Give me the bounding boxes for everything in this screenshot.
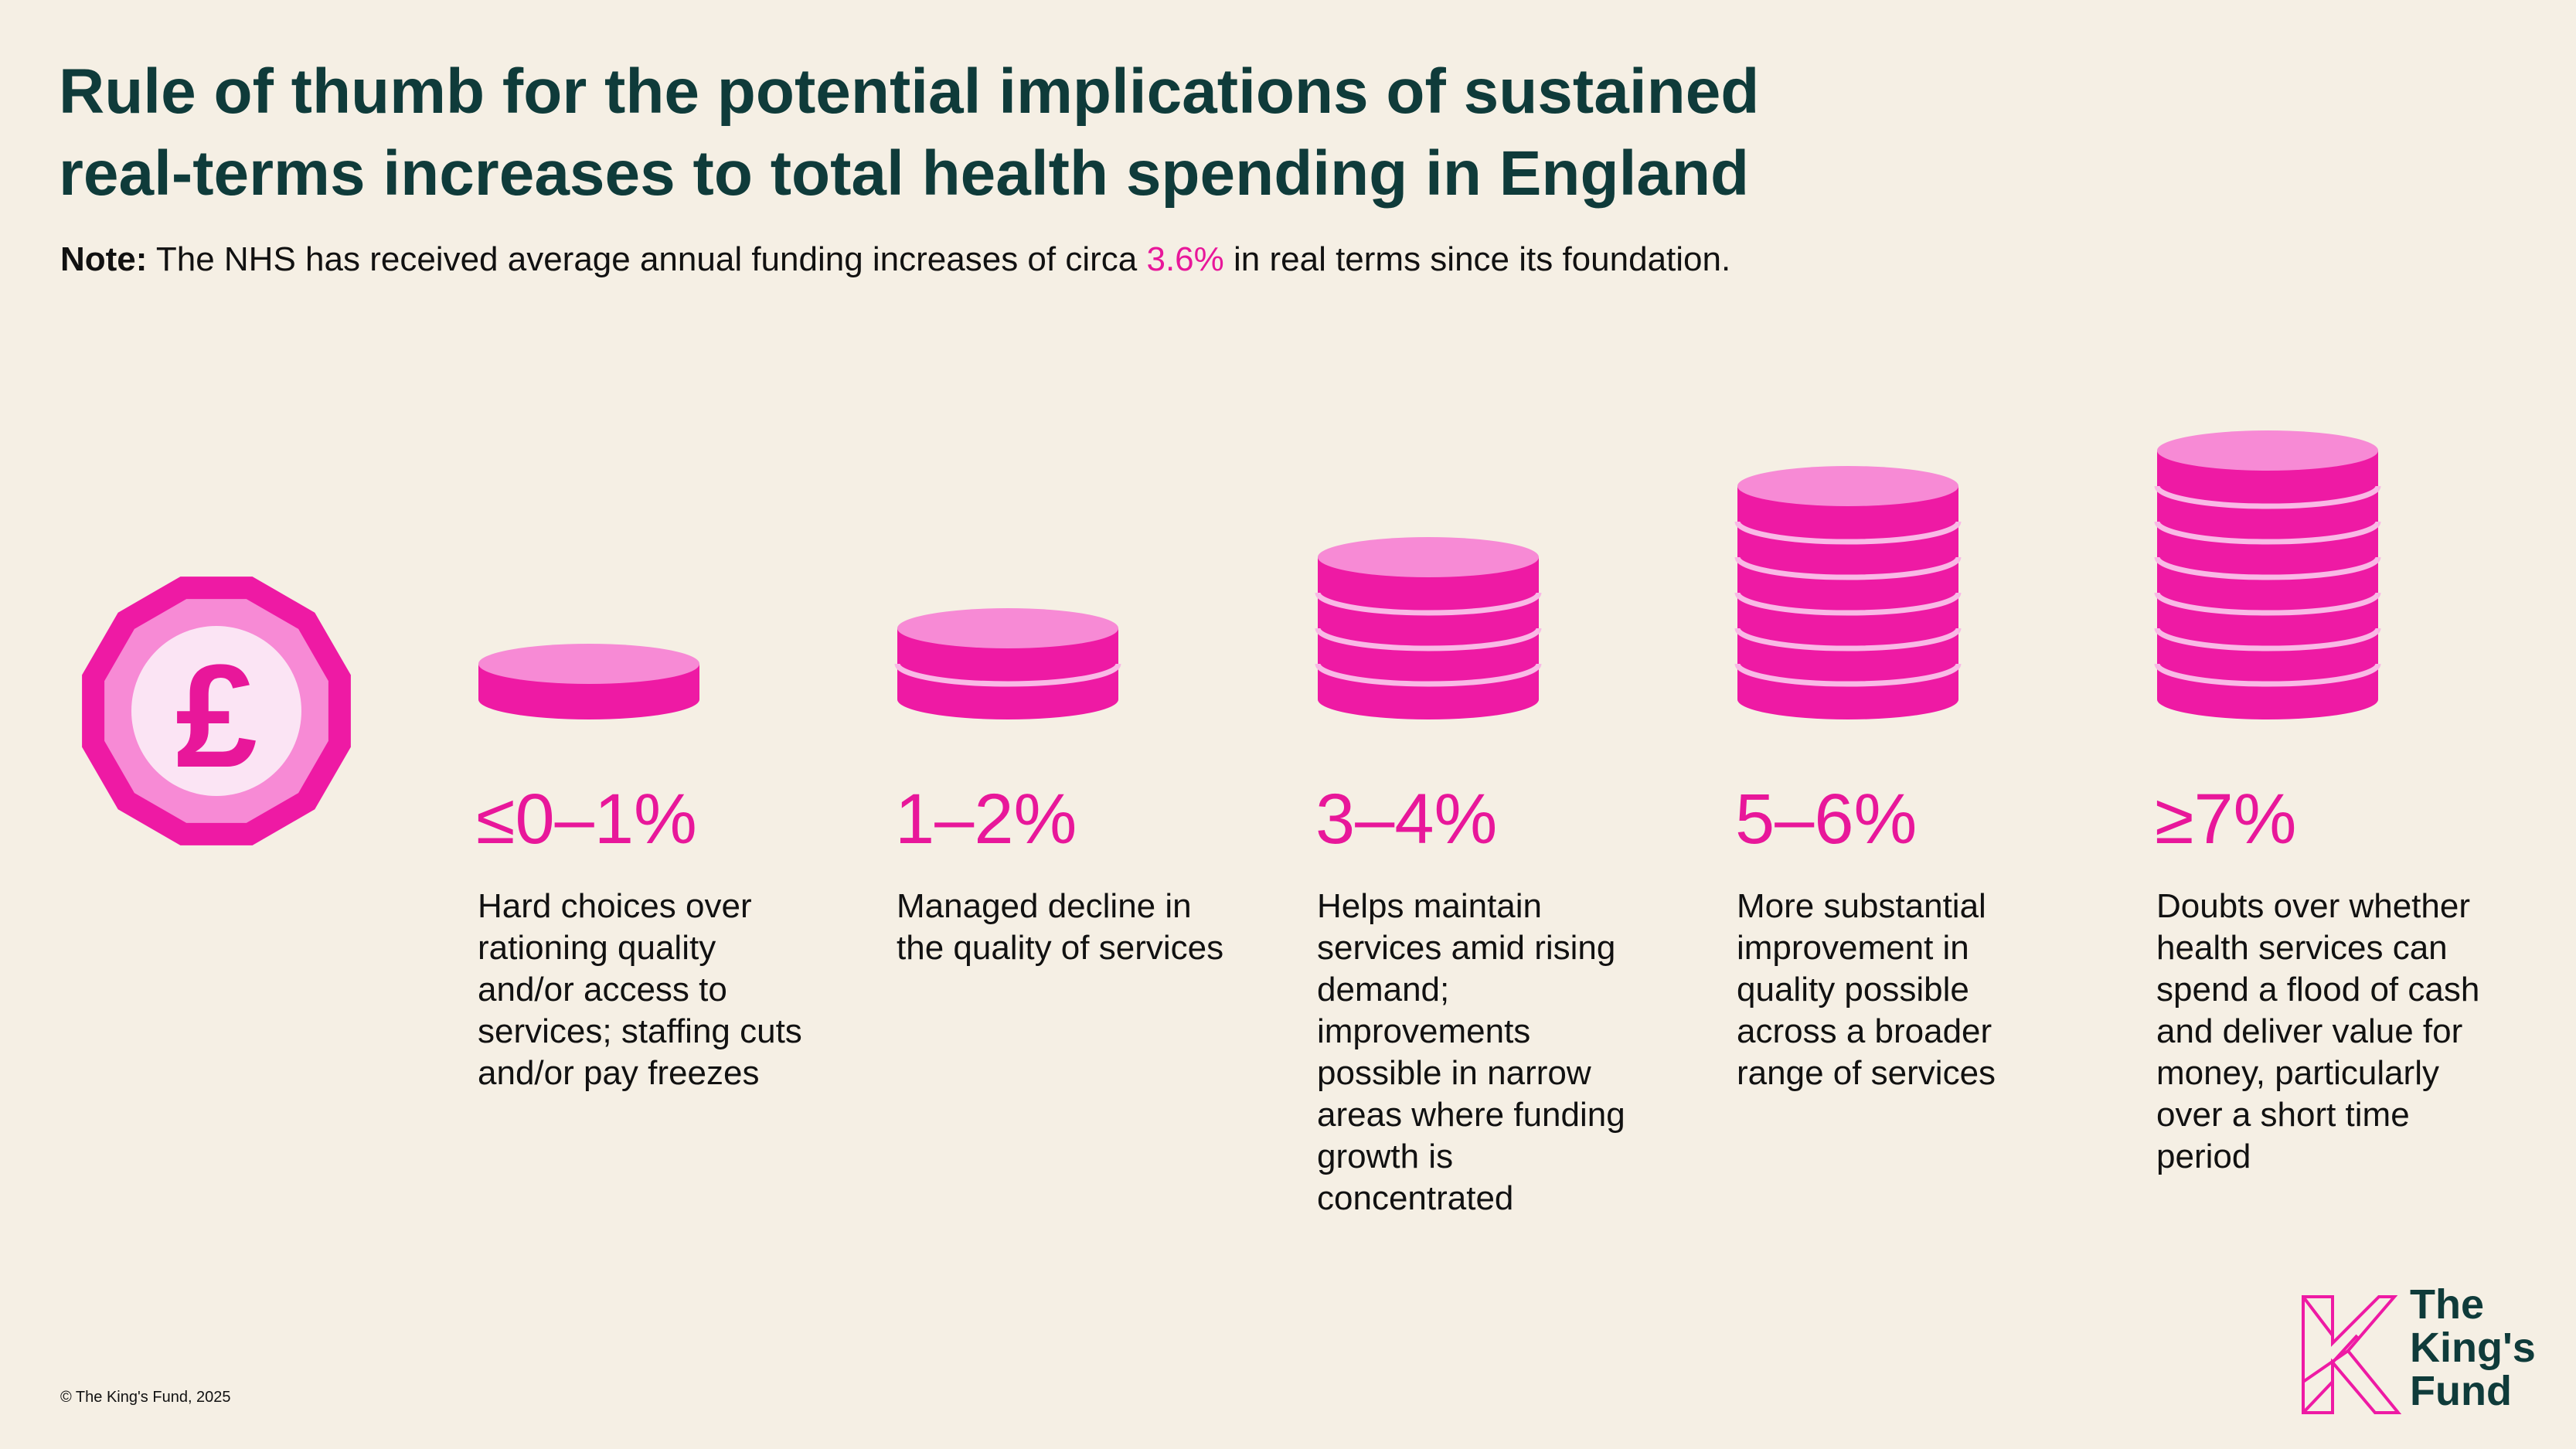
tier-label: ≤0–1% [476, 780, 697, 859]
note: Note: The NHS has received average annua… [60, 238, 1730, 281]
kings-fund-logo [2302, 1295, 2402, 1414]
tier-label: 5–6% [1735, 780, 1918, 859]
tier-label: 1–2% [895, 780, 1077, 859]
coin-separator [2154, 592, 2381, 616]
coin-center-disc [131, 626, 301, 796]
coin-separator [1734, 663, 1962, 687]
copyright: © The King's Fund, 2025 [60, 1389, 231, 1406]
tier-label: 3–4% [1315, 780, 1498, 859]
title-line-2: real-terms increases to total health spe… [59, 138, 1750, 209]
coin-top-face [897, 608, 1118, 648]
tier-description: Managed decline in the quality of servic… [897, 887, 1224, 967]
coin-separator [1734, 521, 1962, 545]
logo-wordmark: The King's Fund [2410, 1283, 2536, 1413]
coin-top-face [2157, 430, 2378, 471]
coin-stack-3–4% [1315, 537, 1542, 719]
logo-line-1: The [2410, 1281, 2485, 1328]
coin-stack-5–6% [1734, 466, 1962, 719]
tier-description: Hard choices over rationing quality and/… [478, 887, 802, 1092]
logo-k-inner [2302, 1295, 2359, 1414]
title-line-1: Rule of thumb for the potential implicat… [59, 56, 1760, 127]
pound-sign: £ [175, 634, 257, 798]
coin-stack-≥7% [2154, 430, 2381, 719]
coin-stack-1–2% [894, 608, 1121, 719]
coin-stack-body [1318, 557, 1539, 719]
coin-separator [1315, 628, 1542, 651]
coin-separator [1734, 628, 1962, 651]
coin-stack-body [897, 628, 1118, 719]
coin-separator [1734, 592, 1962, 616]
coin-top-face [1318, 537, 1539, 577]
coin-separator [1734, 556, 1962, 580]
coin-top-face [1737, 466, 1958, 506]
coin-separator [1315, 663, 1542, 687]
page-title: Rule of thumb for the potential implicat… [59, 51, 1991, 215]
coin-separator [894, 663, 1121, 687]
coin-separator [1315, 592, 1542, 616]
coin-separator [2154, 521, 2381, 545]
note-text-after: in real terms since its foundation. [1223, 240, 1731, 278]
note-label: Note: [60, 240, 148, 278]
coin-stack-body [2157, 451, 2378, 719]
logo-line-2: King's [2410, 1325, 2536, 1371]
note-text-before: The NHS has received average annual fund… [147, 240, 1147, 278]
pound-coin-icon: £ [82, 577, 351, 845]
coin-stack-body [1737, 486, 1958, 719]
tier-description: More substantial improvement in quality … [1737, 887, 1996, 1092]
tier-description: Helps maintain services amid rising dema… [1317, 887, 1625, 1217]
coin-top-face [478, 644, 699, 684]
coin-separator [2154, 628, 2381, 651]
tier-description: Doubts over whether health services can … [2156, 887, 2480, 1175]
coin-stack-≤0–1% [478, 644, 699, 719]
note-highlight-value: 3.6% [1146, 240, 1224, 278]
tier-label: ≥7% [2155, 780, 2297, 859]
coin-separator [2154, 663, 2381, 687]
logo-line-3: Fund [2410, 1368, 2512, 1414]
coin-separator [2154, 485, 2381, 509]
coin-separator [2154, 556, 2381, 580]
